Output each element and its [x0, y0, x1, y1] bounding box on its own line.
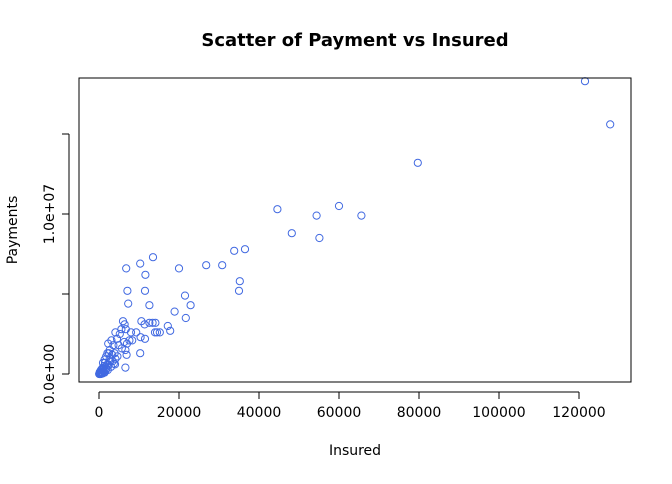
data-point	[148, 318, 157, 327]
data-point	[121, 325, 130, 334]
data-point	[180, 291, 190, 300]
data-point	[115, 329, 124, 339]
data-point	[151, 318, 160, 327]
data-point	[181, 313, 190, 323]
y-tick-label: 1.0e+07	[42, 184, 58, 244]
data-point	[155, 328, 164, 337]
data-point	[235, 277, 244, 286]
data-point	[150, 328, 160, 337]
x-tick-label: 60000	[317, 405, 362, 421]
x-axis-label: Insured	[329, 443, 381, 459]
data-point	[166, 326, 175, 335]
data-point	[113, 352, 122, 361]
data-point	[145, 318, 154, 327]
data-point	[148, 253, 158, 262]
data-point	[174, 264, 184, 273]
data-point	[170, 307, 179, 316]
data-point	[140, 320, 149, 329]
data-point	[312, 211, 321, 220]
data-point	[95, 369, 104, 379]
axes: 0 20000 40000 60000 80000 100000 120000 0.0e+00…	[42, 133, 606, 421]
x-tick-label: 0	[95, 405, 104, 421]
data-point	[230, 246, 239, 255]
data-point	[121, 345, 130, 355]
data-point	[122, 350, 131, 359]
data-point	[580, 77, 590, 86]
data-point	[111, 354, 120, 363]
data-point	[141, 270, 150, 279]
data-point	[287, 229, 296, 238]
data-point	[334, 201, 344, 211]
x-tick-label: 40000	[237, 405, 282, 421]
data-point	[234, 286, 244, 295]
data-point	[315, 233, 324, 243]
data-point	[121, 363, 130, 372]
data-point	[145, 301, 154, 310]
plot-frame	[78, 77, 632, 383]
data-point	[140, 334, 150, 343]
data-point	[273, 205, 282, 214]
data-point	[152, 328, 162, 337]
data-point	[140, 286, 150, 295]
x-tick-label: 80000	[397, 405, 442, 421]
x-tick-label: 100000	[472, 405, 525, 421]
data-point	[122, 339, 132, 348]
data-point	[136, 259, 145, 268]
y-tick-label: 0.0e+00	[42, 344, 58, 404]
data-point	[122, 264, 131, 273]
y-axis-label: Payments	[5, 196, 21, 265]
data-point	[413, 158, 422, 167]
data-point	[117, 344, 126, 353]
data-point	[132, 328, 141, 337]
data-point	[357, 211, 366, 220]
data-point	[110, 360, 120, 369]
chart-title: Scatter of Payment vs Insured	[201, 30, 508, 51]
data-point	[240, 245, 250, 254]
data-point	[126, 328, 136, 337]
x-tick-label: 20000	[157, 405, 202, 421]
data-point	[104, 339, 113, 348]
data-point	[136, 333, 145, 342]
data-point	[186, 301, 195, 310]
data-point	[136, 349, 145, 358]
data-point	[606, 120, 615, 129]
data-point	[123, 286, 132, 295]
data-point	[112, 334, 122, 343]
data-point	[111, 328, 120, 337]
data-point	[163, 321, 172, 331]
data-point	[218, 261, 227, 270]
x-tick-label: 120000	[552, 405, 605, 421]
data-point	[124, 299, 133, 308]
data-point	[202, 261, 211, 270]
data-points	[95, 77, 615, 379]
